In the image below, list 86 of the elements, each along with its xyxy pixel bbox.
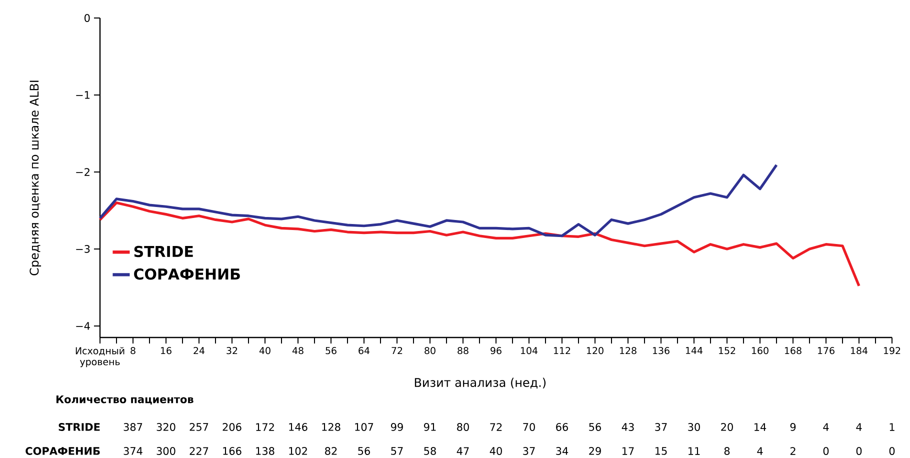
text: 0 xyxy=(856,447,862,455)
x-tick-label: 176 xyxy=(818,347,834,354)
text: 56 xyxy=(358,447,370,455)
text: 20 xyxy=(721,423,733,431)
x-tick-label: 32 xyxy=(226,347,238,354)
text: 300 xyxy=(156,447,176,455)
x-tick-label: 144 xyxy=(686,347,703,354)
x-tick-label: 72 xyxy=(392,347,402,354)
text: 172 xyxy=(256,423,274,431)
text: 82 xyxy=(325,447,337,455)
x-tick-label: 184 xyxy=(851,347,868,354)
text: 40 xyxy=(490,447,502,455)
y-tick-label: −1 xyxy=(76,91,90,99)
text: 56 xyxy=(589,423,601,431)
x-tick-label: 56 xyxy=(326,347,336,354)
text: 34 xyxy=(556,447,568,455)
legend-label: STRIDE xyxy=(134,246,193,258)
y-tick-label: −2 xyxy=(76,168,90,176)
text: 102 xyxy=(289,447,307,455)
x-tick-label: 128 xyxy=(620,347,636,354)
text: 8 xyxy=(724,447,730,455)
x-tick-label: Исходный уровень xyxy=(76,347,124,368)
text: 138 xyxy=(256,447,274,455)
text: 58 xyxy=(424,447,436,455)
y-tick-label: 0 xyxy=(84,14,90,22)
text: STRIDE xyxy=(58,423,100,431)
text: 0 xyxy=(823,447,829,455)
text: 29 xyxy=(589,447,601,455)
x-tick-label: 104 xyxy=(521,347,538,354)
text: 4 xyxy=(757,447,763,455)
text: 1 xyxy=(890,423,894,431)
x-tick-label: 160 xyxy=(752,347,768,354)
text: 206 xyxy=(222,423,242,431)
text: 37 xyxy=(523,447,535,455)
x-tick-label: 112 xyxy=(554,347,570,354)
text: 57 xyxy=(391,447,403,455)
x-tick-label: 120 xyxy=(587,347,604,354)
text: 0 xyxy=(889,447,895,455)
text: 70 xyxy=(523,423,535,431)
x-tick-label: 24 xyxy=(194,347,204,354)
text: 47 xyxy=(456,447,469,455)
y-axis-title: Средняя оценка по шкале ALBI xyxy=(30,80,42,276)
x-tick-label: 40 xyxy=(259,347,270,354)
text: 2 xyxy=(790,447,796,455)
y-tick-label: −4 xyxy=(76,322,90,330)
text: 128 xyxy=(322,423,340,431)
text: 72 xyxy=(490,423,502,431)
text: 387 xyxy=(124,423,142,431)
line-series xyxy=(98,201,860,288)
text: 9 xyxy=(790,423,796,431)
text: 4 xyxy=(823,423,829,431)
text: 15 xyxy=(655,447,667,455)
x-tick-label: 64 xyxy=(358,347,370,354)
text: 146 xyxy=(289,423,308,431)
text: 166 xyxy=(223,447,242,455)
x-tick-label: 192 xyxy=(884,347,900,354)
x-tick-label: 152 xyxy=(719,347,736,354)
text: 30 xyxy=(688,423,700,431)
y-tick-label: −3 xyxy=(76,245,90,253)
x-axis-title: Визит анализа (нед.) xyxy=(414,378,546,388)
x-tick-label: 16 xyxy=(161,347,172,354)
x-tick-label: 88 xyxy=(458,347,468,354)
x-tick-label: 168 xyxy=(785,347,802,354)
text: 107 xyxy=(355,423,374,431)
text: 374 xyxy=(124,447,142,455)
text: 320 xyxy=(156,423,176,431)
text: Количество пациентов xyxy=(56,395,194,405)
x-tick-label: 96 xyxy=(490,347,502,354)
x-tick-label: 8 xyxy=(130,347,136,354)
text: 227 xyxy=(190,447,208,455)
x-tick-label: 136 xyxy=(653,347,670,354)
text: 91 xyxy=(424,423,436,431)
x-tick-label: 48 xyxy=(292,347,304,354)
text: СОРАФЕНИБ xyxy=(26,447,100,455)
text: 14 xyxy=(754,423,766,431)
text: 66 xyxy=(556,423,568,431)
text: 80 xyxy=(457,423,469,431)
text: 4 xyxy=(856,423,862,431)
x-tick-label: 80 xyxy=(424,347,436,354)
text: 17 xyxy=(622,447,634,455)
text: 99 xyxy=(391,423,403,431)
text: 43 xyxy=(622,423,634,431)
text: 257 xyxy=(190,423,208,431)
legend-label: СОРАФЕНИБ xyxy=(134,268,240,280)
text: 11 xyxy=(688,447,700,455)
text: 37 xyxy=(655,423,667,431)
